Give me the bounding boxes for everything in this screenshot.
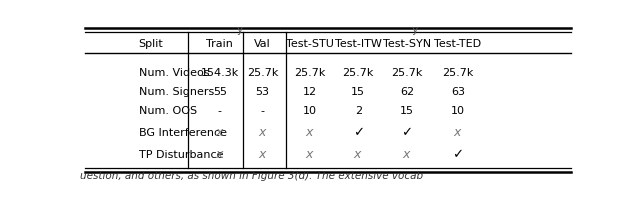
Text: 53: 53 xyxy=(255,86,269,96)
Text: uestion, and others, as shown in Figure 3(d). The extensive vocab: uestion, and others, as shown in Figure … xyxy=(80,170,423,180)
Text: $\mathit{x}$: $\mathit{x}$ xyxy=(305,148,315,161)
Text: 55: 55 xyxy=(213,86,227,96)
Text: 63: 63 xyxy=(451,86,465,96)
Text: Test-STU: Test-STU xyxy=(285,39,333,49)
Text: 25.7k: 25.7k xyxy=(294,67,325,77)
Text: -: - xyxy=(218,105,222,115)
Text: 2: 2 xyxy=(355,105,362,115)
Text: 12: 12 xyxy=(303,86,317,96)
Text: 25.7k: 25.7k xyxy=(391,67,422,77)
Text: $\mathit{x}$: $\mathit{x}$ xyxy=(258,126,268,139)
Text: -: - xyxy=(260,105,264,115)
Text: 62: 62 xyxy=(400,86,414,96)
Text: ✓: ✓ xyxy=(401,126,412,139)
Text: $\mathit{x}$: $\mathit{x}$ xyxy=(215,148,225,161)
Text: 15: 15 xyxy=(351,86,365,96)
Text: $\mathit{x}$: $\mathit{x}$ xyxy=(305,126,315,139)
Text: $\mathit{x}$: $\mathit{x}$ xyxy=(453,126,463,139)
Text: 154.3k: 154.3k xyxy=(201,67,239,77)
Text: Num. Signers: Num. Signers xyxy=(138,86,214,96)
Text: 25.7k: 25.7k xyxy=(342,67,374,77)
Text: Val: Val xyxy=(254,39,271,49)
Text: Test-ITW: Test-ITW xyxy=(335,39,381,49)
Text: $\mathit{x}$: $\mathit{x}$ xyxy=(353,148,363,161)
Text: ✓: ✓ xyxy=(452,148,463,161)
Text: 25.7k: 25.7k xyxy=(442,67,474,77)
Text: Num. Videos: Num. Videos xyxy=(138,67,209,77)
Text: $\mathit{x}$: $\mathit{x}$ xyxy=(258,148,268,161)
Text: Num. OOS: Num. OOS xyxy=(138,105,196,115)
Text: 15: 15 xyxy=(400,105,414,115)
Text: 25.7k: 25.7k xyxy=(247,67,278,77)
Text: Test-TED: Test-TED xyxy=(435,39,481,49)
Text: 10: 10 xyxy=(303,105,317,115)
Text: BG Interference: BG Interference xyxy=(138,127,227,137)
Text: TP Disturbance: TP Disturbance xyxy=(138,149,223,159)
Text: Split: Split xyxy=(138,39,163,49)
Text: Test-SYN: Test-SYN xyxy=(383,39,431,49)
Text: 10: 10 xyxy=(451,105,465,115)
Text: y                                                    y: y y xyxy=(237,25,419,35)
Text: $\mathit{x}$: $\mathit{x}$ xyxy=(215,126,225,139)
Text: Train: Train xyxy=(207,39,234,49)
Text: $\mathit{x}$: $\mathit{x}$ xyxy=(402,148,412,161)
Text: ✓: ✓ xyxy=(353,126,364,139)
